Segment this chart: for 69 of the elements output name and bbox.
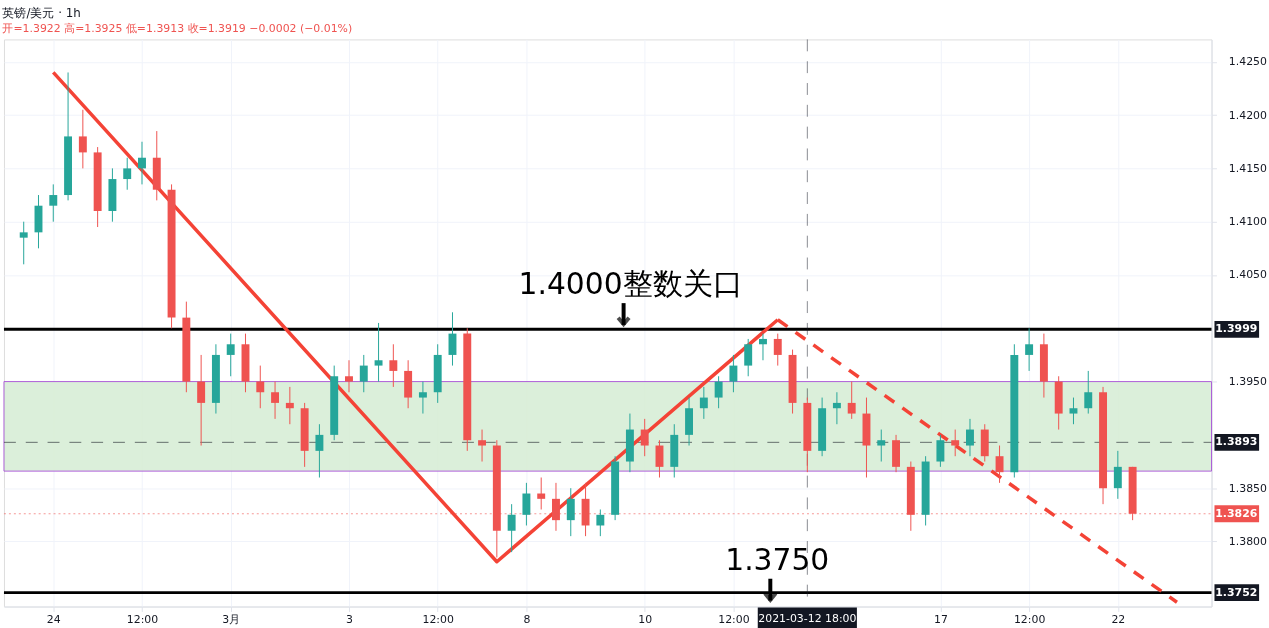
candlestick <box>744 338 753 377</box>
x-tick-label: 17 <box>933 612 948 626</box>
candlestick <box>507 503 516 553</box>
candlestick <box>226 333 235 377</box>
y-tick-label: 1.4200 <box>1228 108 1268 122</box>
candlestick <box>285 386 294 425</box>
candlestick <box>19 221 28 265</box>
candlestick <box>966 418 974 457</box>
x-tick-label: 12:00 <box>422 612 454 626</box>
candlestick <box>773 333 782 367</box>
candlestick <box>832 391 841 425</box>
candlestick <box>123 157 132 191</box>
y-tick-label: 1.4050 <box>1228 268 1268 282</box>
x-tick-label: 3 <box>346 612 354 626</box>
chart-title: 英镑/美元 · 1h <box>2 6 81 21</box>
candlestick <box>951 429 960 457</box>
candlestick <box>138 141 146 185</box>
candlestick <box>1084 370 1093 415</box>
candlestick <box>1113 450 1122 500</box>
candlestick <box>714 375 723 409</box>
y-tick-label: 1.3800 <box>1228 534 1268 548</box>
annotation: 1.3750 <box>725 541 830 577</box>
candlestick <box>699 386 708 420</box>
candlestick <box>271 381 280 420</box>
candlestick <box>640 418 649 457</box>
x-tick-label: 10 <box>638 612 653 626</box>
candlestick <box>552 482 560 532</box>
candlestick <box>1069 397 1078 425</box>
x-tick-label: 12:00 <box>1013 612 1046 626</box>
candlestick <box>256 365 265 409</box>
candlestick <box>197 354 206 447</box>
candlestick <box>359 354 368 393</box>
ref-line-label: 1.3893 <box>1215 435 1258 449</box>
candlestick <box>1025 327 1034 372</box>
x-tick-label: 24 <box>46 612 61 626</box>
x-tick-label: 12:00 <box>126 612 159 626</box>
y-tick-label: 1.3850 <box>1228 481 1268 495</box>
candlestick <box>936 434 945 468</box>
annotation: 1.4000整数关口 <box>518 266 743 302</box>
x-tick-label: 3月 <box>222 612 241 626</box>
y-tick-label: 1.4250 <box>1228 55 1268 69</box>
candlestick <box>729 354 738 393</box>
candlestick <box>759 333 767 361</box>
candlestick <box>537 477 546 510</box>
y-tick-label: 1.4100 <box>1228 215 1268 229</box>
x-tick-label: 8 <box>523 612 531 626</box>
x-tick-label: 2021-03-12 18:00 <box>758 612 857 626</box>
ref-line-label: 1.3826 <box>1215 506 1258 520</box>
x-tick-label: 22 <box>1111 612 1126 626</box>
candlestick <box>315 423 324 479</box>
ref-line-label: 1.3752 <box>1215 585 1258 599</box>
candlestick <box>596 508 605 537</box>
y-tick-label: 1.4150 <box>1228 161 1268 175</box>
ref-line-label: 1.3999 <box>1215 322 1258 336</box>
candlestick <box>345 359 353 393</box>
candlestick <box>374 322 383 383</box>
candlestick <box>522 482 531 526</box>
candlestick <box>49 183 58 223</box>
chart-subtitle: 开=1.3922 高=1.3925 低=1.3913 收=1.3919 −0.0002 (−0.01%) <box>2 21 353 35</box>
candlestick <box>78 109 87 169</box>
candlestick <box>566 487 575 537</box>
x-tick-label: 12:00 <box>718 612 750 626</box>
candlestick <box>995 445 1004 484</box>
candlestick <box>418 381 427 415</box>
y-tick-label: 1.3950 <box>1228 375 1268 389</box>
candlestick <box>389 343 398 388</box>
candlestick <box>478 429 487 463</box>
candlestick <box>847 381 856 420</box>
candlestick <box>877 429 886 463</box>
